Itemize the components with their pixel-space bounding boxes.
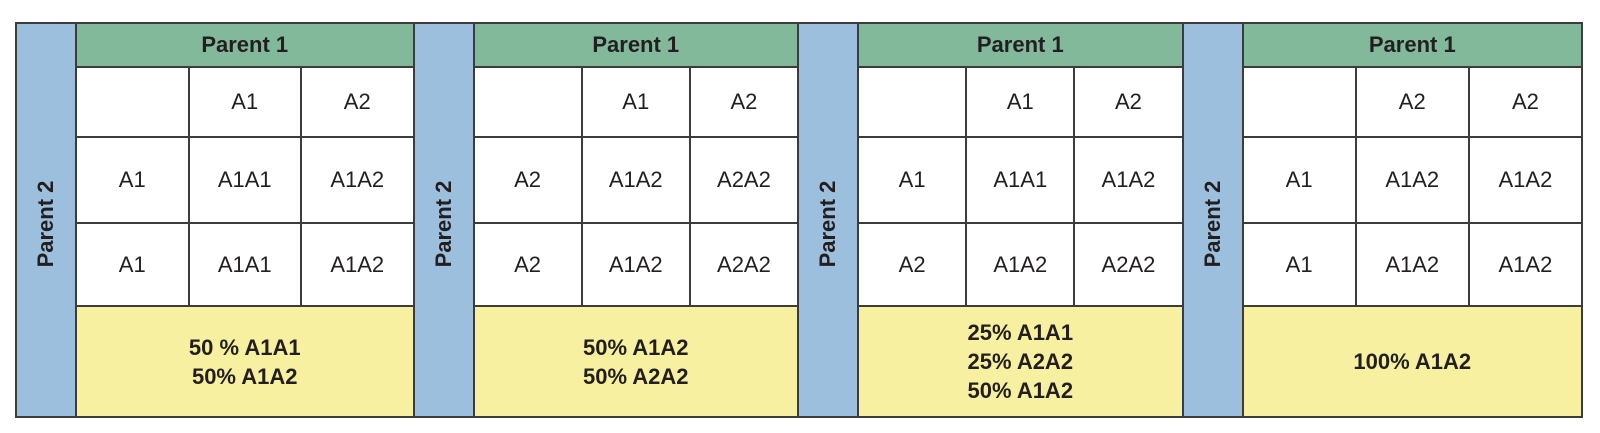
genotype-row: A2 A1A2 A2A2: [859, 224, 1182, 307]
parent2-bar: Parent 2: [1183, 24, 1244, 416]
genotype-cell: A1A2: [1354, 138, 1468, 222]
genotype-cell: A2A2: [688, 224, 797, 305]
parent2-allele-cell: A2: [514, 251, 542, 277]
parent1-allele-cell: A1: [187, 68, 301, 136]
genotype-row: A2 A1A2 A2A2: [474, 224, 798, 307]
genotype-cell: A1A2: [1354, 224, 1468, 305]
genotype-row: A1 A1A2 A1A2: [1243, 138, 1582, 224]
genotype-cell: A1A2: [1073, 138, 1181, 222]
corner-cell: [859, 68, 965, 136]
parent1-header: Parent 1: [77, 24, 413, 68]
ratio-line: 25% A1A1: [967, 320, 1074, 345]
punnett-grid: Parent 1 A1 A2 A2 A1A2 A2A2 A2 A1A2 A2A2 50% A1A2…: [474, 24, 798, 416]
corner-cell: [77, 68, 188, 136]
corner-cell: [475, 68, 581, 136]
corner-cell: [1244, 68, 1355, 136]
genotype-row: A1 A1A1 A1A2: [859, 138, 1182, 224]
punnett-grid: Parent 1 A1 A2 A1 A1A1 A1A2 A2 A1A2 A2A2 25% A1A1…: [859, 24, 1182, 416]
parent1-header: Parent 1: [474, 24, 798, 68]
parent2-label: Parent 2: [430, 180, 456, 268]
genotype-cell: A1A2: [965, 224, 1073, 305]
punnett-squares-figure: Parent 2 Parent 1 A1 A2 A1 A1A1 A1A2 A1 A1A1 A1A2…: [15, 22, 1583, 418]
parent1-allele-cell: A2: [1467, 68, 1581, 136]
parent1-allele-cell: A1: [965, 68, 1073, 136]
parent2-allele-cell: A1: [118, 251, 146, 277]
genotype-row: A1 A1A1 A1A2: [77, 224, 413, 307]
allele-header-row: A1 A2: [77, 68, 413, 138]
ratio-result-box: 50% A1A2 50% A2A2: [474, 307, 798, 416]
ratio-line: 100% A1A2: [1353, 349, 1472, 374]
genotype-cell: A1A2: [300, 224, 413, 305]
punnett-square-2: Parent 2 Parent 1 A1 A2 A2 A1A2 A2A2 A2 A1A2 A2A2…: [412, 24, 798, 416]
ratio-line: 50% A1A2: [191, 363, 298, 389]
parent2-label: Parent 2: [33, 180, 58, 268]
punnett-grid: Parent 1 A1 A2 A1 A1A1 A1A2 A1 A1A1 A1A2 50 % A1A…: [77, 24, 413, 416]
genotype-row: A1 A1A2 A1A2: [1243, 224, 1582, 307]
parent1-header: Parent 1: [859, 24, 1182, 68]
parent1-allele-cell: A2: [688, 68, 797, 136]
parent2-allele-cell: A1: [1285, 251, 1313, 277]
genotype-cell: A1A2: [580, 138, 689, 222]
genotype-cell: A1A1: [187, 224, 301, 305]
parent2-label: Parent 2: [815, 180, 841, 268]
genotype-cell: A1A1: [187, 138, 301, 222]
parent1-allele-cell: A2: [1073, 68, 1181, 136]
parent2-allele-cell: A1: [898, 167, 926, 192]
allele-header-row: A1 A2: [474, 68, 798, 138]
genotype-row: A2 A1A2 A2A2: [474, 138, 798, 224]
punnett-square-3: Parent 2 Parent 1 A1 A2 A1 A1A1 A1A2 A2 A1A2 A2A2…: [797, 24, 1182, 416]
ratio-result-box: 100% A1A2: [1243, 307, 1582, 416]
genotype-cell: A1A2: [1467, 138, 1581, 222]
parent2-bar: Parent 2: [17, 24, 77, 416]
ratio-line: 25% A2A2: [967, 349, 1074, 374]
genotype-cell: A2A2: [1073, 224, 1181, 305]
parent1-allele-cell: A2: [300, 68, 413, 136]
genotype-cell: A1A2: [300, 138, 413, 222]
genotype-cell: A2A2: [688, 138, 797, 222]
parent1-allele-cell: A1: [580, 68, 689, 136]
genotype-cell: A1A2: [1467, 224, 1581, 305]
parent2-label: Parent 2: [1199, 180, 1225, 268]
genotype-cell: A1A2: [580, 224, 689, 305]
punnett-square-4: Parent 2 Parent 1 A2 A2 A1 A1A2 A1A2 A1 A1A2 A1A2…: [1181, 24, 1582, 416]
parent2-allele-cell: A1: [1285, 167, 1313, 192]
ratio-line: 50% A1A2: [582, 334, 689, 360]
punnett-square-1: Parent 2 Parent 1 A1 A2 A1 A1A1 A1A2 A1 A1A1 A1A2…: [17, 24, 413, 416]
parent2-allele-cell: A1: [118, 167, 146, 192]
ratio-result-box: 25% A1A1 25% A2A2 50% A1A2: [859, 307, 1182, 416]
ratio-line: 50 % A1A1: [188, 334, 301, 360]
ratio-line: 50% A2A2: [582, 363, 689, 389]
genotype-cell: A1A1: [965, 138, 1073, 222]
punnett-grid: Parent 1 A2 A2 A1 A1A2 A1A2 A1 A1A2 A1A2 100% A1A…: [1243, 24, 1582, 416]
parent2-bar: Parent 2: [799, 24, 860, 416]
parent2-bar: Parent 2: [414, 24, 475, 416]
parent2-allele-cell: A2: [898, 251, 926, 277]
genotype-row: A1 A1A1 A1A2: [77, 138, 413, 224]
allele-header-row: A2 A2: [1243, 68, 1582, 138]
allele-header-row: A1 A2: [859, 68, 1182, 138]
parent1-header: Parent 1: [1243, 24, 1582, 68]
ratio-result-box: 50 % A1A1 50% A1A2: [77, 307, 413, 416]
parent2-allele-cell: A2: [514, 167, 542, 192]
parent1-allele-cell: A2: [1354, 68, 1468, 136]
ratio-line: 50% A1A2: [967, 378, 1074, 403]
